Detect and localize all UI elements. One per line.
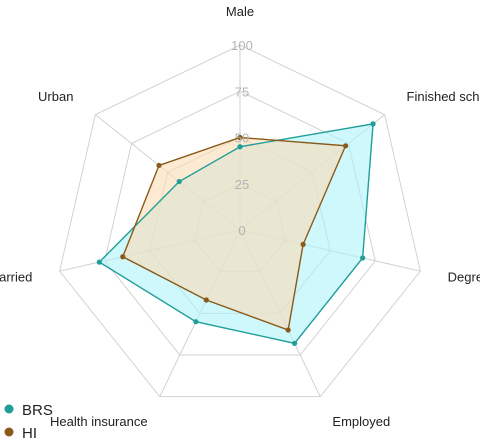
axis-labels: Male Finished school Degree Employed Health … <box>0 4 480 429</box>
point-brs-male <box>237 144 243 150</box>
legend-label-brs: BRS <box>22 402 53 419</box>
legend-marker-brs <box>4 404 14 414</box>
series-fill-hi <box>122 137 346 331</box>
point-hi-degree <box>300 241 306 248</box>
tick-label-75: 75 <box>235 84 249 99</box>
axis-label-urban: Urban <box>38 89 73 104</box>
point-hi-health-insurance <box>203 297 209 303</box>
legend-label-hi: HI <box>22 425 37 441</box>
axis-label-married: Married <box>0 269 32 284</box>
axis-label-employed: Employed <box>332 414 390 429</box>
point-brs-employed <box>291 340 298 346</box>
legend: BRS HI <box>4 402 53 441</box>
axis-label-male: Male <box>226 4 254 19</box>
point-brs-married <box>96 259 102 265</box>
point-brs-finished-school <box>370 121 376 127</box>
point-brs-degree <box>360 255 366 261</box>
tick-label-25: 25 <box>235 177 249 192</box>
tick-label-0: 0 <box>238 223 245 238</box>
radial-tick-labels: 0 25 50 75 100 <box>231 38 253 238</box>
point-hi-male <box>237 134 243 141</box>
axis-label-finished-school: Finished school <box>407 89 480 104</box>
axis-label-degree: Degree <box>448 269 480 284</box>
series-line-hi <box>121 136 347 331</box>
axis-label-health-insurance: Health insurance <box>50 414 148 429</box>
point-hi-finished-school <box>342 143 349 149</box>
legend-marker-hi <box>4 427 14 437</box>
point-hi-urban <box>156 162 162 169</box>
tick-label-100: 100 <box>231 38 253 53</box>
tick-label-50: 50 <box>235 131 249 146</box>
point-brs-urban <box>176 178 182 185</box>
radar-series <box>96 121 376 346</box>
series-line-brs <box>98 123 374 345</box>
grid-ring-100 <box>59 44 421 398</box>
point-hi-married <box>120 254 126 260</box>
point-brs-health-insurance <box>193 319 199 325</box>
point-hi-employed <box>285 327 291 333</box>
